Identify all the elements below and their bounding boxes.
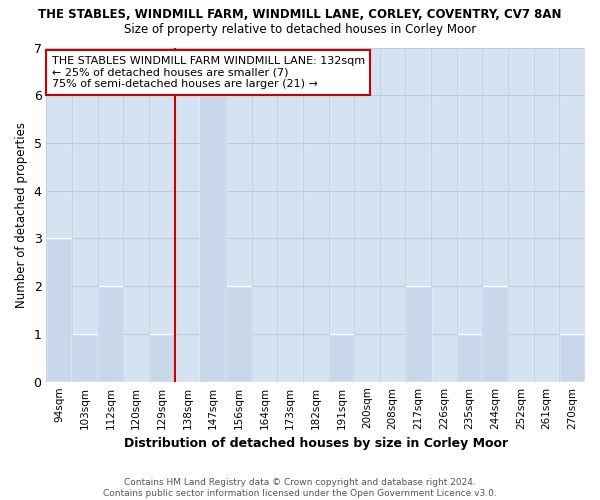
Bar (226, 48, 251, 382)
Bar (329, 334, 354, 382)
Bar (380, 48, 406, 382)
Bar (200, 95, 226, 382)
Bar (251, 48, 277, 382)
Bar (226, 286, 251, 382)
Bar (149, 48, 175, 382)
Bar (200, 48, 226, 382)
Text: THE STABLES, WINDMILL FARM, WINDMILL LANE, CORLEY, COVENTRY, CV7 8AN: THE STABLES, WINDMILL FARM, WINDMILL LAN… (38, 8, 562, 20)
Bar (46, 238, 72, 382)
Bar (46, 48, 72, 382)
X-axis label: Distribution of detached houses by size in Corley Moor: Distribution of detached houses by size … (124, 437, 508, 450)
Bar (457, 334, 482, 382)
Text: Size of property relative to detached houses in Corley Moor: Size of property relative to detached ho… (124, 22, 476, 36)
Bar (175, 48, 200, 382)
Bar (98, 48, 124, 382)
Bar (508, 48, 534, 382)
Bar (124, 48, 149, 382)
Text: Contains HM Land Registry data © Crown copyright and database right 2024.
Contai: Contains HM Land Registry data © Crown c… (103, 478, 497, 498)
Bar (482, 48, 508, 382)
Bar (406, 286, 431, 382)
Bar (72, 334, 98, 382)
Bar (559, 334, 585, 382)
Bar (534, 48, 559, 382)
Bar (72, 48, 98, 382)
Bar (431, 48, 457, 382)
Text: THE STABLES WINDMILL FARM WINDMILL LANE: 132sqm
← 25% of detached houses are sma: THE STABLES WINDMILL FARM WINDMILL LANE:… (52, 56, 365, 89)
Bar (482, 286, 508, 382)
Bar (303, 48, 329, 382)
Bar (457, 48, 482, 382)
Bar (277, 48, 303, 382)
Y-axis label: Number of detached properties: Number of detached properties (15, 122, 28, 308)
Bar (329, 48, 354, 382)
Bar (406, 48, 431, 382)
Bar (354, 48, 380, 382)
Bar (149, 334, 175, 382)
Bar (559, 48, 585, 382)
Bar (98, 286, 124, 382)
